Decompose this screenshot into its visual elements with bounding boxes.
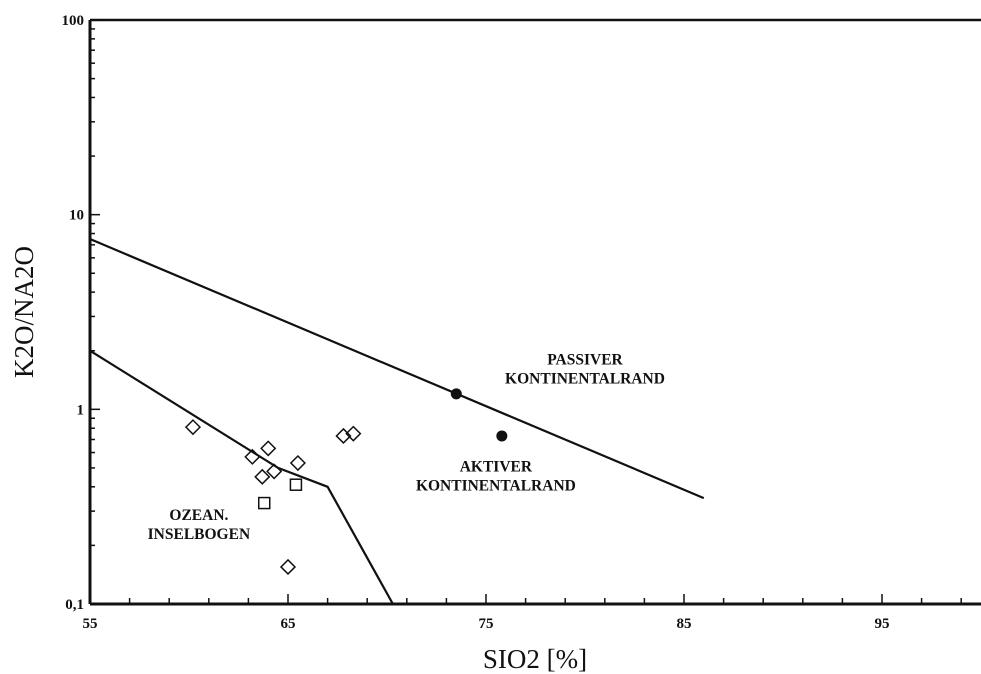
axis-ticks: 55 65 75 85 95 0,1 1 10 100: [62, 13, 962, 632]
y-tick-label: 100: [62, 13, 85, 29]
x-tick-label: 65: [281, 616, 296, 632]
boundary-line: [89, 349, 394, 605]
y-tick-label: 0,1: [65, 597, 84, 613]
diamond-marker: [345, 425, 362, 442]
region-label-line: KONTINENTALRAND: [416, 477, 576, 494]
diamond-marker: [266, 463, 283, 480]
x-tick-label: 75: [479, 616, 494, 632]
square-marker: [257, 496, 271, 510]
region-label-line: PASSIVER: [547, 351, 623, 368]
x-axis-title: SIO2 [%]: [483, 644, 587, 674]
x-tick-label: 85: [677, 616, 692, 632]
boundary-line: [89, 237, 705, 500]
diamond-marker: [254, 468, 271, 485]
boundary-lines: [89, 237, 705, 605]
diamond-marker: [184, 419, 202, 436]
x-tick-label: 55: [83, 616, 98, 632]
plot-frame: [88, 18, 981, 606]
diamond-marker: [244, 448, 261, 465]
diamond-marker: [335, 427, 352, 445]
y-axis-title: K2O/NA2O: [9, 246, 39, 378]
data-points: [184, 388, 508, 576]
filled-circle-marker: [450, 388, 462, 400]
region-label-line: INSELBOGEN: [148, 526, 251, 543]
region-label-line: OZEAN.: [169, 507, 228, 524]
x-tick-label: 95: [875, 616, 890, 632]
y-tick-label: 1: [77, 402, 85, 418]
y-tick-label: 10: [69, 208, 84, 224]
region-labels: PASSIVER KONTINENTALRAND AKTIVER KONTINENTA…: [148, 351, 665, 543]
region-label-line: AKTIVER: [460, 458, 533, 475]
diamond-marker: [260, 440, 277, 457]
square-marker: [289, 478, 303, 491]
diamond-marker: [289, 454, 306, 472]
diamond-marker: [279, 558, 297, 576]
region-label-line: KONTINENTALRAND: [505, 370, 665, 387]
filled-circle-marker: [496, 430, 508, 442]
